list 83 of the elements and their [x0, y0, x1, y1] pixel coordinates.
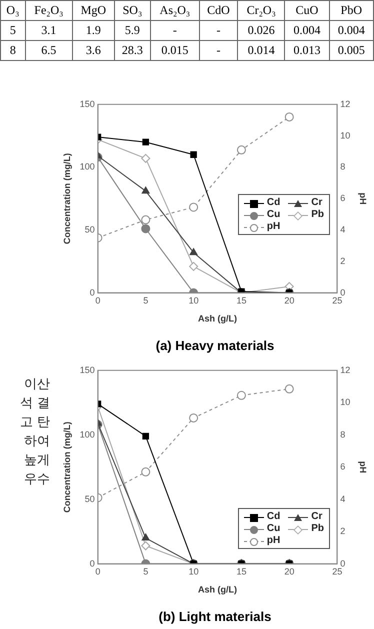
y2-tick-label: 6 — [340, 462, 346, 472]
y-axis-title: Concentration (mg/L) — [62, 153, 72, 244]
x-tick-label: 5 — [143, 296, 148, 306]
y2-tick-label: 4 — [340, 494, 346, 504]
x-axis-title: Ash (g/L) — [198, 313, 238, 324]
category-label: O₃ — [0, 0, 26, 20]
x-tick-label: 20 — [284, 296, 294, 306]
text: 0.026 — [248, 23, 275, 37]
text: - — [216, 43, 221, 57]
text: - — [216, 23, 221, 37]
text: (b) Light materials — [158, 608, 272, 624]
legend-label: Cr — [311, 197, 322, 208]
y-tick-label: 150 — [80, 98, 95, 109]
category-label: As₂O₃ — [150, 0, 200, 20]
y-tick-label: 100 — [80, 162, 95, 172]
text: 5.9 — [124, 23, 140, 37]
text: 고 탄 — [18, 414, 50, 432]
y2-tick-label: 8 — [340, 162, 346, 172]
legend-label: Pb — [311, 523, 324, 534]
text: 0.013 — [293, 43, 320, 57]
text: 3.1 — [41, 23, 56, 37]
x-tick-label: 10 — [188, 566, 199, 577]
y-tick-label: 0 — [90, 287, 95, 298]
x-tick-label: 5 — [143, 566, 148, 577]
text: 하여 — [23, 433, 50, 451]
text: 8 — [10, 43, 16, 57]
category-label: MgO — [72, 0, 114, 20]
y-tick-label: 50 — [84, 224, 95, 234]
y-tick-label: 50 — [84, 494, 95, 504]
text: 3.6 — [86, 43, 101, 57]
y2-tick-label: 0 — [340, 287, 346, 298]
y-axis-title: Concentration (mg/L) — [62, 422, 72, 513]
legend-label: Pb — [311, 209, 324, 220]
y-tick-label: 100 — [80, 429, 95, 440]
x-tick-label: 25 — [332, 296, 342, 306]
legend-label: Cu — [266, 523, 280, 534]
x-tick-label: 15 — [236, 566, 246, 577]
legend-label: pH — [266, 535, 280, 546]
legend-label: Cu — [266, 209, 280, 220]
legend-label: Cr — [311, 511, 322, 522]
legend-label: Cd — [266, 511, 280, 522]
category-label: PbO — [329, 0, 374, 20]
text: 5 — [10, 23, 16, 37]
text: - — [172, 23, 177, 37]
y2-tick-label: 4 — [340, 224, 346, 234]
text: 1.9 — [86, 23, 101, 37]
x-axis-title: Ash (g/L) — [198, 584, 238, 594]
text: 우수 — [23, 471, 50, 489]
category-label: Cr₂O₃ — [238, 0, 285, 20]
category-label: SO₃ — [114, 0, 150, 20]
text: 이산 — [23, 376, 50, 394]
text: 0.015 — [161, 43, 188, 57]
text: 0.004 — [338, 23, 365, 37]
text: 높게 — [23, 452, 50, 470]
y2-tick-label: 10 — [340, 397, 350, 408]
legend-label: pH — [266, 221, 280, 232]
y-tick-label: 0 — [90, 558, 95, 568]
y2-tick-label: 0 — [340, 558, 346, 568]
legend-label: Cd — [266, 197, 280, 208]
text: 0.005 — [338, 43, 365, 57]
y2-tick-label: 8 — [340, 429, 346, 440]
y2-axis-title: pH — [358, 461, 368, 474]
text: 0.004 — [293, 23, 320, 37]
y2-tick-label: 2 — [340, 256, 346, 266]
category-label: CuO — [284, 0, 330, 20]
y2-tick-label: 10 — [340, 130, 350, 140]
y2-axis-title: pH — [358, 192, 368, 205]
text: 0.014 — [248, 43, 275, 57]
y2-tick-label: 12 — [340, 364, 350, 375]
x-tick-label: 20 — [284, 566, 294, 577]
text: 6.5 — [41, 43, 56, 57]
x-tick-label: 10 — [188, 296, 199, 306]
text: 석 결 — [18, 395, 50, 413]
y-tick-label: 150 — [80, 364, 95, 375]
category-label: Fe₂O₃ — [25, 0, 72, 20]
text: 28.3 — [122, 43, 143, 57]
y2-tick-label: 2 — [340, 526, 346, 536]
category-label: CdO — [199, 0, 238, 20]
y2-tick-label: 6 — [340, 193, 346, 204]
x-tick-label: 25 — [332, 566, 342, 577]
y2-tick-label: 12 — [340, 98, 350, 109]
text: (a) Heavy materials — [156, 338, 274, 353]
x-tick-label: 15 — [236, 296, 246, 306]
